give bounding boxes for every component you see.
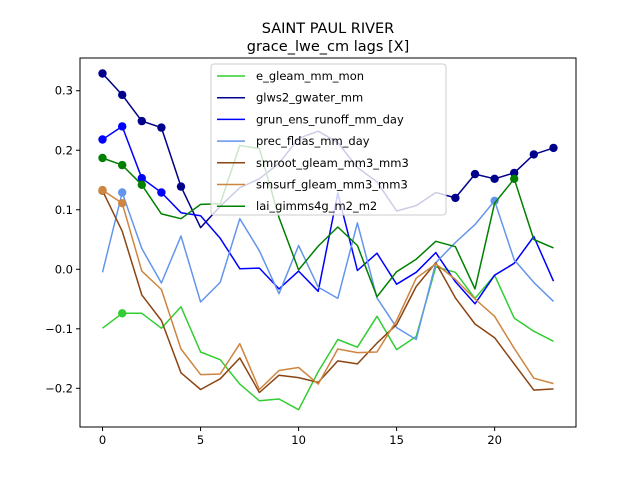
data-point	[98, 185, 107, 195]
x-tick-label: 0	[99, 433, 106, 447]
series-smsurf_gleam_mm3_mm3	[98, 185, 554, 391]
data-point	[470, 169, 480, 179]
legend-label: smsurf_gleam_mm3_mm3	[256, 178, 408, 192]
series-prec_fldas_mm_day	[101, 188, 555, 341]
data-point	[137, 174, 146, 183]
data-point	[98, 135, 107, 144]
data-point	[510, 174, 519, 183]
axes-frame	[79, 57, 577, 428]
data-point	[98, 153, 107, 163]
data-point	[451, 193, 460, 203]
data-point	[118, 160, 127, 170]
x-tick-label: 15	[389, 433, 404, 447]
data-point	[176, 182, 186, 191]
data-point	[510, 168, 519, 178]
data-point	[529, 150, 538, 159]
series-line-lai_gimms4g_m2_m2	[102, 144, 554, 298]
y-tick-label: 0.1	[55, 203, 73, 217]
series-line-prec_fldas_mm_day	[101, 191, 555, 341]
series-e_gleam_mm_mon	[102, 266, 554, 411]
legend: e_gleam_mm_mon glws2_gwater_mm grun_ens_ru…	[210, 63, 447, 216]
data-point	[137, 180, 146, 189]
x-tick-label: 5	[197, 433, 204, 447]
data-point	[549, 143, 558, 153]
data-point	[118, 90, 127, 100]
legend-box	[210, 63, 447, 216]
legend-label: grun_ens_runoff_mm_day	[256, 112, 404, 126]
data-point	[118, 188, 127, 197]
data-point	[490, 196, 499, 205]
legend-label: prec_fldas_mm_day	[256, 134, 370, 148]
legend-label: glws2_gwater_mm	[256, 91, 363, 105]
data-point	[118, 199, 127, 208]
chart-subtitle: grace_lwe_cm lags [X]	[247, 39, 410, 55]
data-point	[157, 188, 166, 197]
series-line-smroot_gleam_mm3_mm3	[101, 190, 554, 394]
legend-label: lai_gimms4g_m2_m2	[256, 199, 377, 213]
data-point	[118, 122, 127, 131]
series-line-e_gleam_mm_mon	[102, 266, 554, 411]
data-point	[118, 309, 127, 318]
series-grun_ens_runoff_mm_day	[98, 122, 555, 305]
legend-label: smroot_gleam_mm3_mm3	[256, 156, 409, 170]
data-point	[157, 123, 166, 132]
series-lai_gimms4g_m2_m2	[98, 144, 554, 298]
y-tick-label: 0.3	[55, 84, 73, 98]
x-tick-label: 10	[291, 433, 306, 447]
x-tick-label: 20	[487, 433, 502, 447]
legend-label: e_gleam_mm_mon	[256, 69, 364, 83]
y-tick-label: −0.2	[45, 381, 73, 395]
y-tick-label: 0.0	[55, 262, 73, 276]
chart-title: SAINT PAUL RIVER	[262, 21, 395, 37]
y-tick-label: 0.2	[55, 143, 73, 157]
data-point	[137, 116, 146, 126]
y-tick-label: −0.1	[45, 322, 73, 336]
plot-area: 0 5 10 15 20 −0.2 −0.1 0.0 0.1 0.2 0.3	[45, 57, 577, 447]
data-point	[490, 174, 499, 183]
series-line-smsurf_gleam_mm3_mm3	[102, 189, 554, 391]
series-line-grun_ens_runoff_mm_day	[102, 125, 555, 305]
data-point	[98, 69, 107, 78]
